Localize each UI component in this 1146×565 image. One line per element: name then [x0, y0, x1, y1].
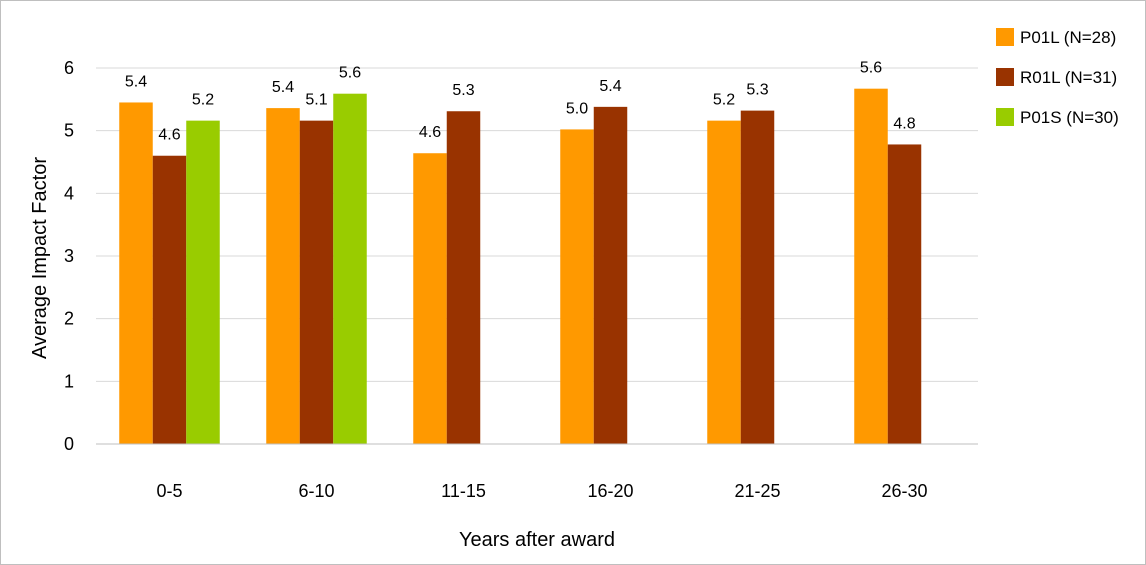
data-label: 5.4 [272, 79, 294, 96]
bars [119, 88, 922, 445]
y-axis-ticks: 0 1 2 3 4 5 6 [64, 58, 74, 454]
legend-swatch [996, 28, 1014, 46]
bar [854, 88, 888, 445]
bar [560, 129, 594, 444]
y-tick-label: 5 [64, 121, 74, 141]
bar [266, 108, 300, 445]
bar [707, 120, 741, 444]
bar [446, 111, 481, 445]
y-tick-label: 4 [64, 183, 74, 203]
x-tick-label: 21-25 [734, 481, 780, 501]
y-axis-title: Average Impact Factor [29, 157, 51, 359]
data-label: 4.6 [419, 124, 441, 141]
y-tick-label: 2 [64, 309, 74, 329]
legend-swatch [996, 68, 1014, 86]
x-tick-label: 11-15 [441, 481, 486, 501]
bar [119, 102, 153, 444]
bar [887, 144, 922, 444]
data-label: 5.6 [860, 60, 882, 77]
data-label: 5.2 [192, 92, 214, 109]
bar [740, 110, 775, 444]
data-label: 5.0 [566, 100, 588, 117]
bar [299, 120, 334, 444]
x-tick-label: 0-5 [156, 481, 182, 501]
x-tick-label: 6-10 [298, 481, 334, 501]
bar [152, 155, 187, 444]
legend-label: R01L (N=31) [1020, 68, 1117, 87]
y-tick-label: 0 [64, 434, 74, 454]
y-tick-label: 6 [64, 58, 74, 78]
y-tick-label: 1 [64, 371, 74, 391]
data-label: 4.6 [158, 127, 180, 144]
legend-label: P01L (N=28) [1020, 28, 1116, 47]
bar [413, 153, 447, 444]
data-label: 5.6 [339, 65, 361, 82]
data-label: 5.4 [125, 73, 147, 90]
gridlines [96, 67, 978, 382]
legend-swatch [996, 108, 1014, 126]
data-labels: 5.4 4.6 5.2 5.4 5.1 5.6 4.6 5.3 5.0 5.4 5.2 5.3 5.6 4… [125, 60, 916, 144]
bar [333, 93, 367, 445]
bar [186, 120, 220, 444]
data-label: 5.2 [713, 92, 735, 109]
bar [593, 106, 628, 444]
data-label: 5.4 [599, 78, 621, 95]
data-label: 5.3 [746, 82, 768, 99]
y-tick-label: 3 [64, 246, 74, 266]
data-label: 5.3 [452, 82, 474, 99]
data-label: 5.1 [305, 92, 327, 109]
legend: P01L (N=28) R01L (N=31) P01S (N=30) [996, 28, 1119, 127]
x-axis-title: Years after award [459, 529, 615, 551]
x-tick-label: 16-20 [587, 481, 633, 501]
data-label: 4.8 [893, 115, 915, 132]
legend-label: P01S (N=30) [1020, 108, 1119, 127]
x-axis-ticks: 0-5 6-10 11-15 16-20 21-25 26-30 [156, 481, 927, 501]
x-tick-label: 26-30 [881, 481, 927, 501]
